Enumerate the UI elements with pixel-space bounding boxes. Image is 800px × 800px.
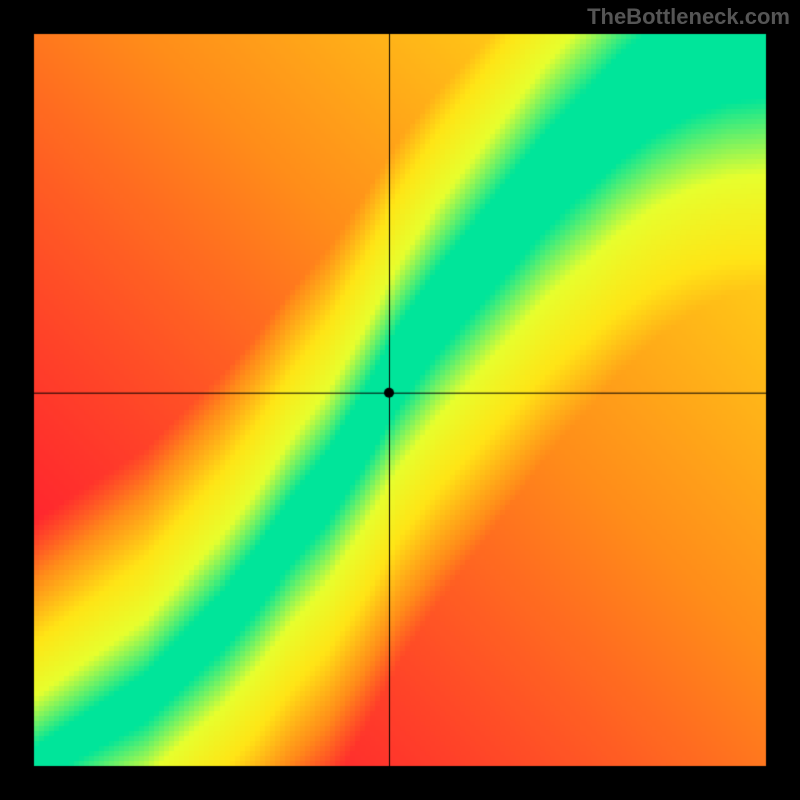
bottleneck-heatmap bbox=[0, 0, 800, 800]
chart-container: { "canvas": { "width": 800, "height": 80… bbox=[0, 0, 800, 800]
watermark-label: TheBottleneck.com bbox=[587, 4, 790, 30]
